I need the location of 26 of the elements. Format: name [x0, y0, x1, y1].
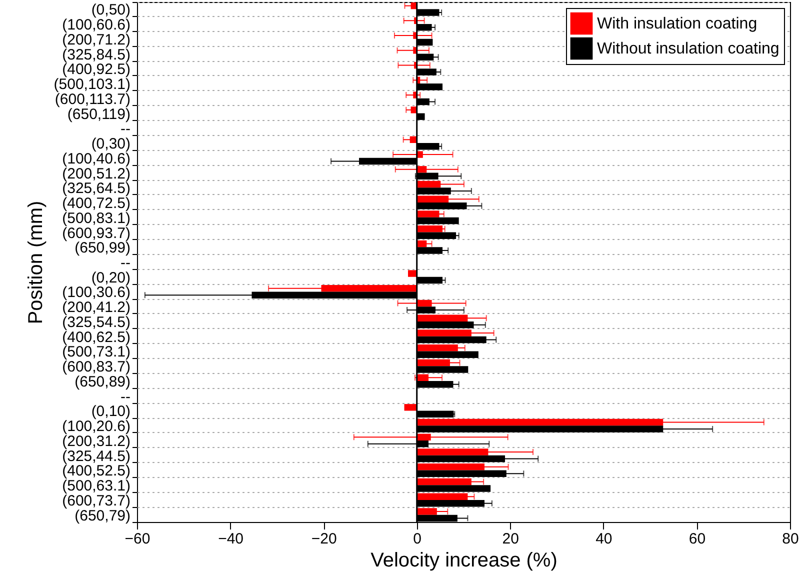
x-tick-label: 40 — [596, 530, 612, 548]
y-tick-label: (600,83.7) — [62, 358, 130, 376]
x-tick-label: −20 — [311, 530, 337, 548]
x-axis-title: Velocity increase (%) — [370, 550, 558, 572]
x-tick-label: −40 — [218, 530, 244, 548]
x-tick-label: −60 — [124, 530, 150, 548]
y-tick-label: (0,20) — [91, 269, 130, 286]
bar — [408, 270, 417, 277]
y-tick-label: (500,103.1) — [54, 76, 130, 94]
legend-label: With insulation coating — [597, 16, 758, 32]
x-tick-label: 80 — [782, 530, 799, 548]
bar — [416, 210, 440, 218]
y-tick-label: (200,41.2) — [62, 299, 130, 316]
y-axis-title: Position (mm) — [24, 200, 47, 324]
y-tick-label: (400,72.5) — [62, 195, 130, 212]
y-tick-label: (100,60.6) — [62, 16, 130, 34]
y-tick-label: -- — [120, 254, 130, 272]
y-tick-label: (100,20.6) — [62, 418, 130, 436]
x-tick-label: 0 — [413, 530, 422, 548]
x-tick-label: 20 — [502, 530, 519, 548]
y-tick-label: (500,63.1) — [62, 478, 130, 495]
y-tick-label: (0,10) — [91, 403, 130, 420]
y-tick-label: (0,50) — [91, 2, 130, 19]
legend-label: Without insulation coating — [597, 40, 780, 58]
y-tick-label: (0,30) — [91, 136, 130, 153]
x-tick-label: 60 — [688, 530, 706, 548]
